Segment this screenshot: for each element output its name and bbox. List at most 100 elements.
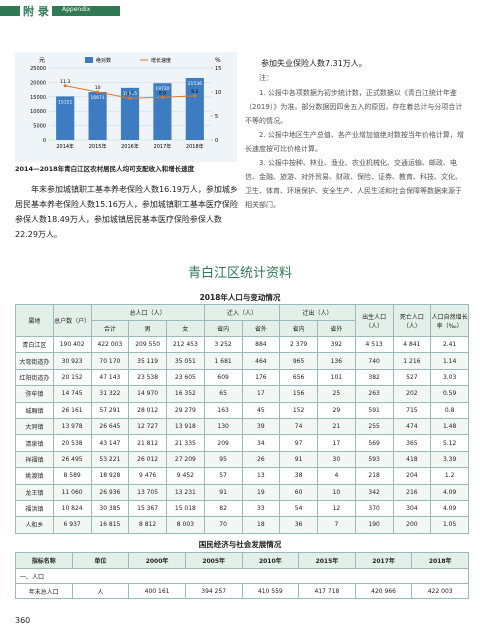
line-point [160, 95, 164, 99]
table-cell: 26 936 [90, 483, 130, 501]
line-point [193, 94, 197, 98]
table-cell: 36 [279, 516, 318, 534]
column-header: 2017年 [354, 552, 413, 569]
table-cell: 8 812 [128, 516, 167, 534]
legend-label: 增长速度 [151, 57, 171, 64]
table-cell: 740 [354, 352, 394, 370]
header-row: 合计男女省内 省外 省内 省外 [16, 320, 469, 337]
data-label: 9.2 [191, 89, 198, 95]
header-section: 附 录 [20, 3, 52, 19]
paragraph: 年末参加城镇职工基本养老保险人数16.19万人，参加城乡居民基本养老保险人数15… [15, 185, 238, 239]
table-cell: 101 [317, 368, 356, 387]
table-cell: 65 [203, 385, 243, 403]
section-cell: 一、人口 [15, 568, 469, 584]
table-cell: 209 550 [128, 335, 167, 354]
header-band [0, 6, 120, 16]
table-cell: 12 [317, 499, 356, 518]
table-cell: 1 216 [392, 352, 432, 370]
column-group: 迁入（人） [203, 304, 281, 321]
legend-swatch [85, 57, 93, 63]
table-cell: 47 143 [90, 368, 130, 387]
table-cell: 29 [317, 401, 356, 419]
bar [120, 87, 140, 140]
data-label: 8.9 [159, 90, 166, 96]
table-cell: 715 [392, 401, 432, 419]
table-cell: 31 322 [90, 385, 130, 403]
table-row: 年末总人口人 400 161 394 257 410 559 417 718 420 96… [15, 583, 469, 599]
table-cell: 204 [392, 467, 432, 485]
table-cell: 23 538 [128, 368, 167, 387]
table-cell: 130 [203, 417, 243, 436]
table-cell: 29 279 [166, 401, 205, 419]
data-label: 18115 [123, 91, 137, 97]
x-tick-label: 2018年 [186, 143, 204, 150]
table-cell: 3 252 [203, 335, 243, 354]
column-group: 总人口（人） [90, 304, 205, 321]
column-header: 总户数（户） [52, 304, 92, 337]
table-cell: 13 705 [128, 483, 167, 501]
table-cell: 30 [317, 450, 356, 469]
table-cell: 4 841 [392, 335, 432, 354]
table-cell: 35 119 [128, 352, 167, 370]
table-cell: 569 [354, 434, 394, 452]
table-row: 青白江区 190 402 422 003 209 550 212 453 3 252 884… [15, 335, 469, 354]
y-unit: 元 [39, 57, 45, 64]
table-row: 弥牟镇 14 745 31 322 14 970 16 352 65 17 156 25 263 2… [15, 385, 469, 403]
table-cell: 202 [392, 385, 432, 403]
table-cell: 884 [241, 335, 281, 354]
table-cell: 清泉镇 [15, 434, 54, 452]
table-cell: 12 727 [128, 417, 167, 436]
table-cell: 39 [241, 417, 281, 436]
table-cell: 1.48 [430, 417, 469, 436]
data-label: 19720 [155, 86, 169, 92]
table-cell: 209 [203, 434, 243, 452]
data-label: 21536 [188, 81, 202, 87]
table-cell: 190 402 [52, 335, 92, 354]
column-header: 单位 [71, 552, 130, 569]
table-cell: 6 937 [52, 516, 92, 534]
table-row: 大弯街道办 30 923 70 170 35 119 35 051 1 681 464 965… [15, 352, 469, 370]
table-cell: 30 385 [90, 499, 130, 518]
table-cell: 26 495 [52, 450, 92, 469]
table-cell: 14 970 [128, 385, 167, 403]
table-cell: 14 745 [52, 385, 92, 403]
table-row: 红阳街道办 20 152 47 143 23 538 23 605 609 176 656 10… [15, 368, 469, 387]
table-cell: 红阳街道办 [15, 368, 54, 387]
table-cell: 1.2 [430, 467, 469, 485]
table-cell: 25 [317, 385, 356, 403]
table-cell: 365 [392, 434, 432, 452]
table-title: 国民经济与社会发展情况 [198, 540, 282, 549]
header: 附 录 Appendix [0, 0, 480, 22]
table-cell: 3.03 [430, 368, 469, 387]
y-tick-label: 20000 [30, 80, 46, 86]
table-cell: 21 [317, 417, 356, 436]
table-cell: 382 [354, 368, 394, 387]
table-cell: 152 [279, 401, 318, 419]
table-cell: 17 [241, 385, 281, 403]
table-cell: 422 003 [90, 335, 130, 354]
table-cell: 2 379 [279, 335, 318, 354]
table-row: 人和乡 6 937 16 815 8 812 8 003 70 18 36 7 190 200 1.0… [15, 516, 469, 534]
table-cell: 5.12 [430, 434, 469, 452]
table-cell: 45 [241, 401, 281, 419]
table-cell: 4.09 [430, 483, 469, 501]
table-cell: 30 923 [52, 352, 92, 370]
table-cell: 10 824 [52, 499, 92, 518]
notes: 1. 公报中各项数据为初步统计数，正式数据以《青白江统计年鉴（2019）》为准。… [245, 86, 467, 212]
column-header: 2000年 [128, 552, 186, 569]
table-cell: 33 [241, 499, 281, 518]
table-cell: 8 589 [52, 467, 92, 485]
table-cell: 大同镇 [15, 417, 54, 436]
table-cell: 965 [279, 352, 318, 370]
table-cell: 34 [241, 434, 281, 452]
table-row: 祥福镇 26 495 53 221 26 012 27 209 95 26 91 30 593 41… [15, 450, 469, 469]
table-cell: 60 [279, 483, 318, 501]
notes-label: 注： [259, 74, 273, 82]
table-cell: 福洪镇 [15, 499, 54, 518]
column-header: 属地 [15, 304, 54, 337]
table-cell: 27 209 [166, 450, 205, 469]
data-label: 11.3 [60, 79, 70, 85]
column-header: 省外 [317, 320, 356, 337]
table-cell: 祥福镇 [15, 450, 54, 469]
column-header: 2015年 [298, 552, 356, 569]
